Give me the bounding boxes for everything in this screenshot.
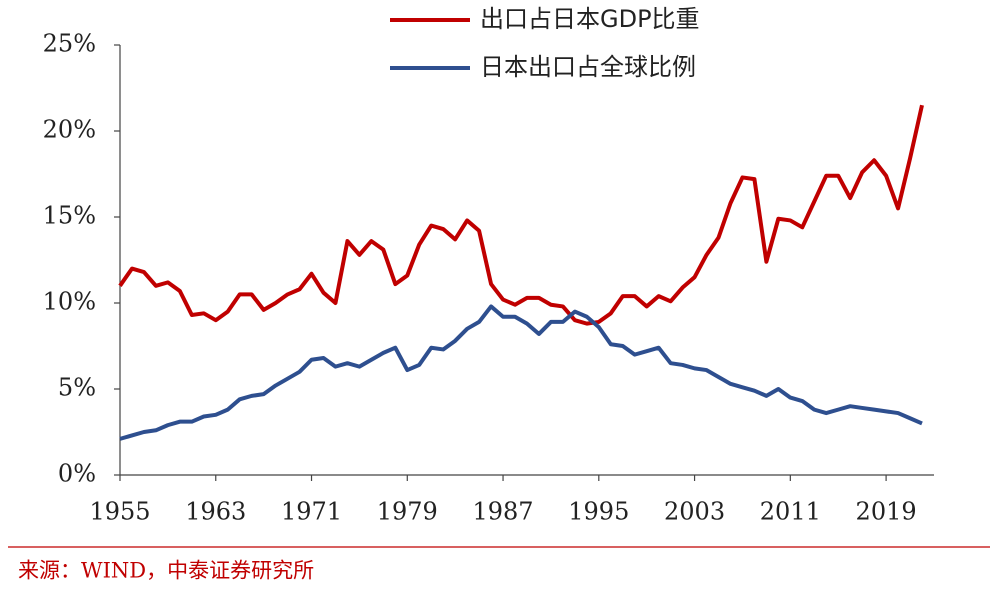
x-tick-label: 1995	[568, 498, 629, 526]
x-tick-label: 1971	[281, 498, 342, 526]
x-tick-label: 2003	[664, 498, 725, 526]
legend-label: 日本出口占全球比例	[480, 53, 696, 81]
y-tick-label: 5%	[58, 374, 96, 402]
x-tick-label: 1979	[377, 498, 438, 526]
line-series	[119, 304, 923, 441]
y-tick-label: 0%	[58, 460, 96, 488]
y-tick-label: 15%	[43, 202, 96, 230]
y-tick-label: 20%	[43, 116, 96, 144]
x-tick-label: 2019	[856, 498, 917, 526]
x-tick-label: 1963	[185, 498, 246, 526]
line-series	[118, 104, 924, 326]
x-tick-label: 2011	[760, 498, 821, 526]
y-tick-label: 10%	[43, 288, 96, 316]
source-note: 来源：WIND，中泰证券研究所	[18, 559, 314, 583]
y-tick-label: 25%	[43, 30, 96, 58]
x-tick-label: 1987	[473, 498, 534, 526]
x-tick-label: 1955	[89, 498, 150, 526]
legend-label: 出口占日本GDP比重	[480, 5, 700, 33]
